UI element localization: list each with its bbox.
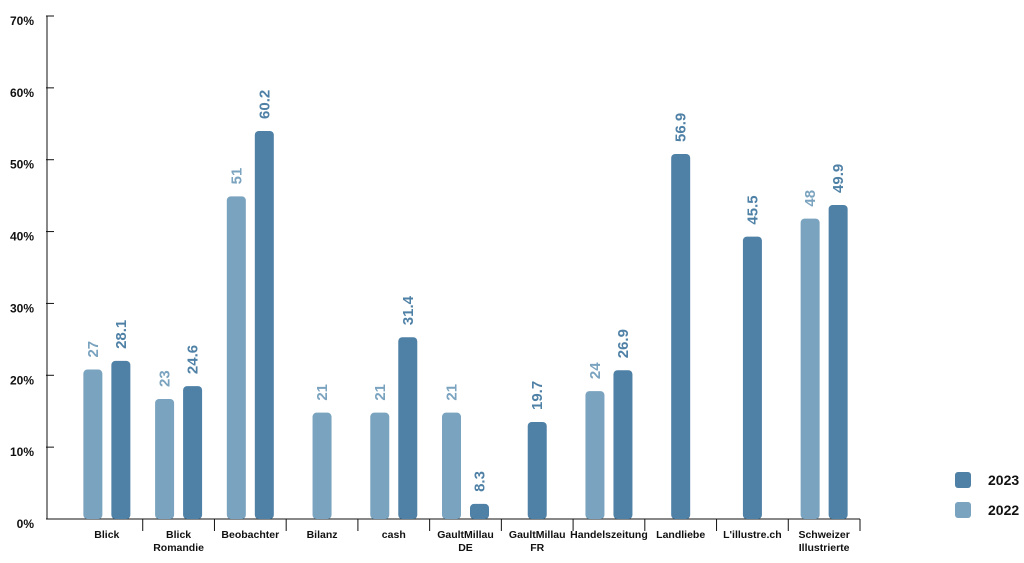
bar-2023 [254,130,274,519]
x-tick-label: cash [382,529,406,541]
bars [83,130,848,520]
y-tick-label: 30% [10,301,34,315]
legend: 2023 2022 [955,472,1019,518]
x-axis: Blick Blick Romandie Beobachter Bilanz cash Ga… [47,518,861,554]
data-label-2023: 26.9 [615,329,632,358]
legend-swatch-2022 [955,502,971,518]
x-tick-label: Landliebe [656,529,705,541]
data-label-2022: 27 [85,341,102,358]
legend-label-2022: 2022 [988,502,1019,518]
data-labels: 27 28.1 23 24.6 51 60.2 21 21 31.4 21 8.3 19.7 24 26.… [85,90,847,492]
bar-2022 [370,412,390,519]
x-tick-label: Bilanz [307,529,338,541]
y-tick-label: 10% [10,445,34,459]
x-tick-label: Handelszeitung [570,529,648,541]
bar-2022 [312,412,332,519]
x-tick-label: Beobachter [221,529,279,541]
y-axis: 0% 10% 20% 30% 40% 50% 60% 70% [10,14,54,531]
data-label-2022: 21 [314,384,331,401]
data-label-2023: 31.4 [400,295,417,325]
x-tick-label: GaultMillau FR [509,529,566,554]
x-tick-label: Blick Romandie [153,529,204,554]
data-label-2023: 45.5 [744,195,761,224]
data-label-2023: 56.9 [673,113,690,142]
x-tick-label: Blick [94,529,119,541]
y-tick-label: 70% [10,14,34,28]
data-label-2022: 21 [444,384,461,401]
x-tick-label: Schweizer Illustrierte [798,529,849,554]
data-label-2023: 24.6 [185,345,202,374]
bar-2022 [442,412,461,519]
data-label-2023: 60.2 [256,90,273,119]
data-label-2022: 48 [802,190,819,207]
bar-2023 [671,153,691,520]
bar-2023 [183,386,203,519]
y-tick-label: 40% [10,230,34,244]
legend-label-2023: 2023 [988,472,1019,488]
data-label-2022: 23 [157,370,174,387]
y-tick-label: 50% [10,158,34,172]
bar-2022 [800,218,820,519]
data-label-2023: 8.3 [472,471,489,492]
data-label-2023: 28.1 [113,320,130,349]
y-tick-label: 20% [10,373,34,387]
bar-2023 [111,360,131,519]
bar-2023 [742,236,762,519]
bar-2023 [398,337,418,519]
x-tick-label: GaultMillau DE [437,529,494,554]
bar-2023 [470,503,489,519]
bar-2022 [83,369,103,519]
bar-2023 [828,204,848,519]
data-label-2023: 49.9 [830,164,847,193]
data-label-2022: 51 [228,168,245,185]
legend-swatch-2023 [955,472,971,488]
bar-2022 [226,196,246,519]
data-label-2022: 21 [372,384,389,401]
data-label-2023: 19.7 [529,381,546,410]
y-tick-label: 60% [10,86,34,100]
y-tick-label: 0% [17,517,35,531]
bar-2023 [527,421,547,519]
bar-2022 [155,398,175,519]
x-tick-label: L'illustre.ch [723,529,782,541]
bar-2023 [613,370,633,519]
bar-2022 [585,391,605,519]
data-label-2022: 24 [587,362,604,379]
